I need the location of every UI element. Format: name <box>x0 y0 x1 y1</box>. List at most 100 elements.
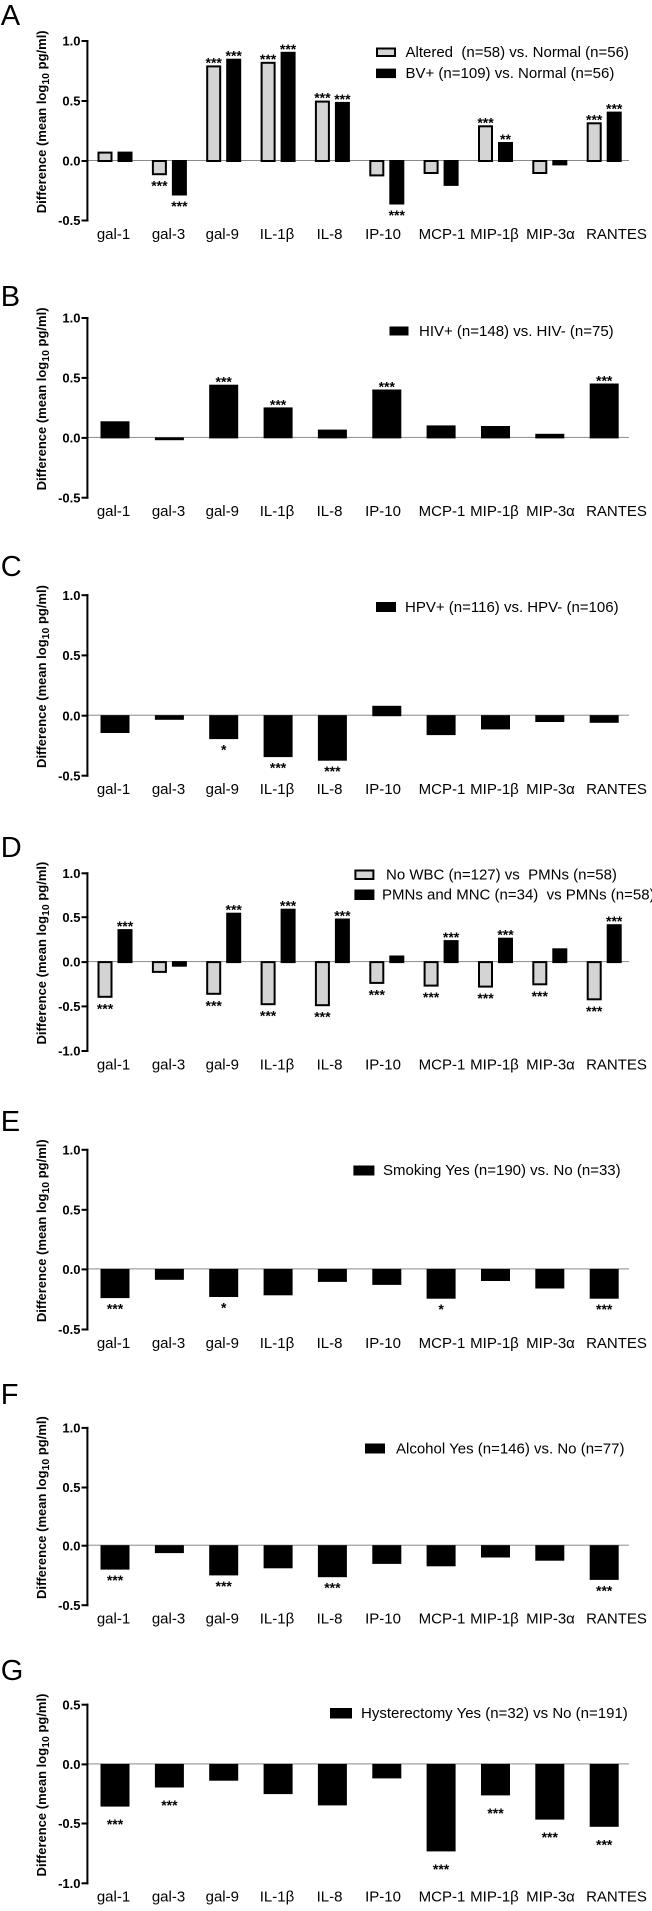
svg-text:0.5: 0.5 <box>62 1480 80 1495</box>
svg-text:RANTES: RANTES <box>586 781 647 798</box>
svg-text:gal-9: gal-9 <box>206 503 239 520</box>
svg-text:E: E <box>1 1106 20 1138</box>
svg-text:gal-1: gal-1 <box>97 1057 130 1074</box>
svg-text:G: G <box>1 1655 24 1687</box>
svg-text:gal-9: gal-9 <box>206 226 239 243</box>
svg-text:***: *** <box>379 379 396 395</box>
svg-text:***: *** <box>586 111 603 127</box>
svg-text:C: C <box>1 551 22 583</box>
svg-text:***: *** <box>443 929 460 945</box>
svg-text:Hysterectomy Yes (n=32) vs No: Hysterectomy Yes (n=32) vs No (n=191) <box>361 1705 628 1722</box>
svg-text:***: *** <box>226 48 243 64</box>
svg-text:MCP-1: MCP-1 <box>419 503 466 520</box>
svg-text:MIP-3α: MIP-3α <box>526 1057 575 1074</box>
svg-text:1.0: 1.0 <box>62 866 80 881</box>
svg-text:***: *** <box>107 1816 124 1832</box>
svg-text:MCP-1: MCP-1 <box>419 1611 466 1628</box>
svg-text:***: *** <box>596 1301 613 1317</box>
svg-text:BV+ (n=109) vs. Normal (n=56): BV+ (n=109) vs. Normal (n=56) <box>406 65 615 82</box>
svg-text:MIP-3α: MIP-3α <box>526 1889 575 1906</box>
svg-text:***: *** <box>532 988 549 1004</box>
svg-text:***: *** <box>270 760 287 776</box>
svg-text:HPV+ (n=116) vs. HPV- (n=106): HPV+ (n=116) vs. HPV- (n=106) <box>405 599 619 616</box>
svg-text:IL-8: IL-8 <box>317 1889 343 1906</box>
svg-text:***: *** <box>586 1003 603 1019</box>
svg-text:Alcohol Yes (n=146) vs. No (n=: Alcohol Yes (n=146) vs. No (n=77) <box>396 1441 624 1458</box>
svg-text:0.5: 0.5 <box>62 1202 80 1217</box>
svg-text:***: *** <box>542 1829 559 1845</box>
svg-text:IP-10: IP-10 <box>365 226 401 243</box>
svg-text:***: *** <box>389 207 406 223</box>
svg-text:IL-8: IL-8 <box>317 1335 343 1352</box>
svg-text:IP-10: IP-10 <box>365 1057 401 1074</box>
svg-text:MCP-1: MCP-1 <box>419 1057 466 1074</box>
svg-text:0.0: 0.0 <box>62 154 80 169</box>
svg-text:gal-9: gal-9 <box>206 1057 239 1074</box>
svg-text:MIP-3α: MIP-3α <box>526 781 575 798</box>
svg-text:gal-3: gal-3 <box>152 1335 185 1352</box>
svg-text:IL-1β: IL-1β <box>260 781 295 798</box>
svg-text:MIP-1β: MIP-1β <box>470 503 519 520</box>
svg-text:1.0: 1.0 <box>62 311 80 326</box>
svg-text:gal-1: gal-1 <box>97 1335 130 1352</box>
svg-text:No WBC (n=127) vs PMNs (n=58): No WBC (n=127) vs PMNs (n=58) <box>386 867 617 884</box>
svg-text:0.5: 0.5 <box>62 648 80 663</box>
svg-text:***: *** <box>334 908 351 924</box>
svg-text:***: *** <box>487 1805 504 1821</box>
svg-text:HIV+ (n=148) vs. HIV- (n=75): HIV+ (n=148) vs. HIV- (n=75) <box>419 323 614 340</box>
svg-text:RANTES: RANTES <box>586 1611 647 1628</box>
svg-text:*: * <box>221 1300 227 1316</box>
svg-text:***: *** <box>324 1580 341 1596</box>
svg-text:IL-1β: IL-1β <box>260 1611 295 1628</box>
svg-text:gal-9: gal-9 <box>206 1611 239 1628</box>
svg-text:IL-8: IL-8 <box>317 781 343 798</box>
svg-text:MIP-3α: MIP-3α <box>526 226 575 243</box>
svg-text:0.5: 0.5 <box>62 94 80 109</box>
svg-text:RANTES: RANTES <box>586 1889 647 1906</box>
svg-text:gal-9: gal-9 <box>206 1335 239 1352</box>
svg-text:IL-1β: IL-1β <box>260 1057 295 1074</box>
svg-text:MIP-1β: MIP-1β <box>470 226 519 243</box>
svg-text:-0.5: -0.5 <box>58 213 80 228</box>
svg-text:Smoking Yes (n=190) vs. No (n=: Smoking Yes (n=190) vs. No (n=33) <box>383 1162 621 1179</box>
svg-text:IL-8: IL-8 <box>317 1057 343 1074</box>
svg-text:-0.5: -0.5 <box>58 1816 80 1831</box>
svg-text:IP-10: IP-10 <box>365 1611 401 1628</box>
svg-text:IP-10: IP-10 <box>365 503 401 520</box>
svg-text:0.0: 0.0 <box>62 1538 80 1553</box>
svg-text:IL-8: IL-8 <box>317 226 343 243</box>
svg-text:***: *** <box>280 898 297 914</box>
svg-text:***: *** <box>477 114 494 130</box>
svg-text:RANTES: RANTES <box>586 1057 647 1074</box>
svg-text:B: B <box>1 281 20 313</box>
svg-text:***: *** <box>97 1000 114 1016</box>
svg-text:IL-8: IL-8 <box>317 1611 343 1628</box>
svg-text:IL-1β: IL-1β <box>260 1889 295 1906</box>
svg-text:***: *** <box>107 1572 124 1588</box>
svg-text:F: F <box>1 1379 19 1411</box>
svg-text:0.0: 0.0 <box>62 1262 80 1277</box>
svg-text:0.0: 0.0 <box>62 708 80 723</box>
svg-text:0.5: 0.5 <box>62 910 80 925</box>
svg-text:gal-3: gal-3 <box>152 503 185 520</box>
svg-text:1.0: 1.0 <box>62 34 80 49</box>
svg-text:***: *** <box>606 913 623 929</box>
svg-text:IP-10: IP-10 <box>365 1335 401 1352</box>
svg-text:gal-1: gal-1 <box>97 503 130 520</box>
svg-text:MIP-3α: MIP-3α <box>526 1611 575 1628</box>
svg-text:***: *** <box>151 178 168 194</box>
svg-text:MIP-1β: MIP-1β <box>470 1611 519 1628</box>
svg-text:IP-10: IP-10 <box>365 781 401 798</box>
svg-text:gal-1: gal-1 <box>97 781 130 798</box>
svg-text:***: *** <box>171 198 188 214</box>
svg-text:***: *** <box>606 101 623 117</box>
svg-text:gal-9: gal-9 <box>206 1889 239 1906</box>
svg-text:*: * <box>438 1301 444 1317</box>
svg-text:***: *** <box>206 997 223 1013</box>
svg-text:***: *** <box>117 918 134 934</box>
svg-text:-0.5: -0.5 <box>58 1322 80 1337</box>
svg-text:***: *** <box>216 374 233 390</box>
svg-text:-0.5: -0.5 <box>58 490 80 505</box>
svg-text:***: *** <box>596 1836 613 1852</box>
svg-text:-0.5: -0.5 <box>58 999 80 1014</box>
